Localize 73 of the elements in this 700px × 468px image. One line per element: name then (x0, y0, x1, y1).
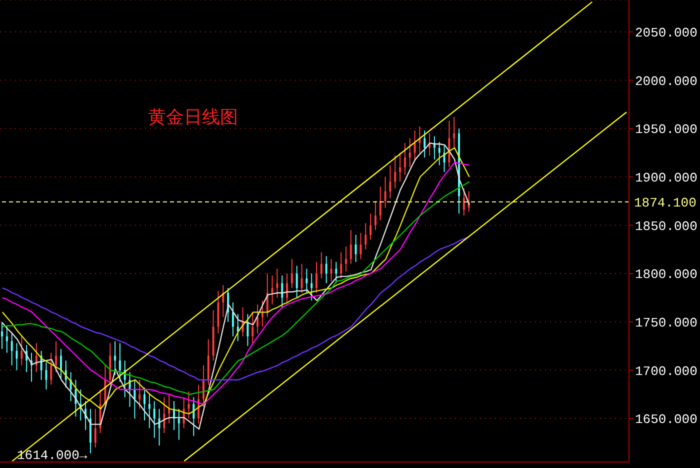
candlestick (60, 348, 62, 378)
candlestick (306, 268, 308, 294)
candlestick (344, 246, 347, 272)
candlestick (271, 274, 274, 305)
candlestick (350, 230, 352, 264)
candlestick (188, 390, 190, 420)
candlestick (320, 252, 322, 279)
candlestick (252, 312, 254, 344)
candlestick (45, 362, 48, 390)
candlestick (35, 342, 38, 373)
candlestick (316, 261, 318, 294)
candlestick (10, 332, 13, 366)
candlestick (20, 336, 23, 366)
candlestick (94, 408, 96, 448)
candlestick (408, 138, 411, 168)
candlestick (192, 396, 195, 436)
candlestick (1, 321, 3, 350)
candlestick (55, 340, 58, 373)
candlestick (276, 268, 278, 298)
candlestick (374, 200, 376, 231)
y-tick-label: 1700.000 (635, 364, 698, 379)
candlestick (330, 258, 332, 282)
candlestick (286, 273, 288, 304)
candlestick (300, 263, 303, 294)
candlestick (16, 342, 18, 371)
candlestick (404, 142, 406, 176)
candlestick (163, 396, 166, 434)
candlestick (399, 152, 402, 182)
candlestick (6, 326, 8, 354)
candlestick (379, 186, 382, 221)
y-tick-label: 1800.000 (635, 267, 698, 282)
y-tick-label: 1650.000 (635, 412, 698, 428)
y-tick-label: 1950.000 (635, 122, 698, 138)
candlestick (364, 222, 367, 250)
candlestick (138, 379, 141, 410)
ref-line-label: 1874.100 (634, 196, 696, 211)
candlestick (360, 232, 362, 260)
candlestick (153, 400, 156, 438)
candlestick (462, 188, 465, 216)
candlestick (148, 394, 150, 429)
candlestick (384, 176, 386, 208)
candlestick (50, 352, 52, 386)
y-tick-label: 1750.000 (635, 315, 698, 330)
annotation: 1614.000→ (17, 448, 88, 463)
candlestick (394, 155, 396, 189)
candlestick (389, 164, 392, 199)
candlestick (335, 261, 338, 284)
candlestick (144, 387, 146, 421)
y-tick-label: 1900.000 (635, 170, 698, 186)
y-tick-label: 2000.000 (635, 74, 698, 89)
candlestick (281, 274, 284, 308)
candlestick (236, 314, 239, 342)
candlestick (453, 116, 456, 148)
candlestick (310, 273, 313, 302)
candlestick (246, 314, 249, 347)
candlestick (438, 142, 440, 166)
candlestick (414, 130, 416, 160)
candlestick (424, 130, 426, 158)
candlestick (114, 340, 116, 376)
candlestick (256, 304, 259, 334)
candlestick (202, 364, 204, 408)
text: 黄金日线图 (148, 107, 238, 128)
candlestick (290, 258, 293, 289)
candlestick (325, 256, 328, 284)
candlestick (340, 252, 342, 279)
y-tick-label: 1850.000 (635, 218, 698, 234)
candlestick (370, 213, 372, 240)
candlestick (232, 302, 234, 337)
candlestick (296, 265, 298, 298)
y-tick-label: 2050.000 (635, 26, 698, 41)
candlestick (178, 408, 180, 440)
candlestick (118, 342, 121, 382)
candlestick (354, 234, 357, 262)
